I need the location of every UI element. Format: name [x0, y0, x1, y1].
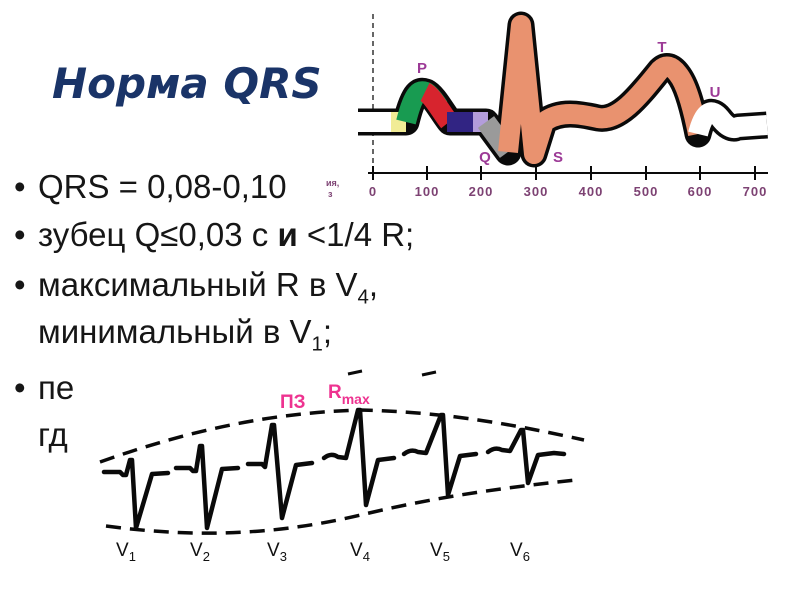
- qrs-complexes: [101, 407, 567, 531]
- bullet-text-max-r-post: ,: [368, 266, 379, 303]
- upper-envelope-dashed-line: [99, 408, 585, 464]
- axis-tick-700: 700: [743, 184, 768, 199]
- rmax-label: Rmax: [328, 382, 370, 407]
- ecg-wave-diagram: P Q S T U 0 100 200 300 400 500 600 700 …: [326, 11, 768, 199]
- bullet-text-max-r: максимальный R в V: [38, 266, 358, 303]
- lead-label-v5: V5: [430, 540, 450, 564]
- bullet-text-q-wave-post: <1/4 R;: [297, 216, 415, 253]
- axis-tick-500: 500: [634, 184, 659, 199]
- lead-label-v1: V1: [116, 540, 136, 564]
- bullet-text-truncated-2: гд: [38, 416, 68, 453]
- lower-envelope-dashed-line: [105, 478, 577, 535]
- p-wave-red-segment: [419, 83, 457, 129]
- qrs-complex-v5: [401, 412, 479, 498]
- page-title: Норма QRS: [52, 59, 322, 108]
- qrs-complex-v2: [173, 443, 241, 531]
- axis-label-fragment-bottom: з: [328, 189, 333, 199]
- cropped-text-remnants: [347, 369, 437, 377]
- axis-tick-300: 300: [524, 184, 549, 199]
- bullet-line-max-r: • максимальный R в V4,: [14, 265, 378, 318]
- bullet-text-q-wave-bold: и: [277, 216, 298, 253]
- bullet-text-min-r-post: ;: [322, 313, 333, 350]
- bullet-text-truncated-1: пе: [38, 369, 75, 406]
- bullet-line-q-wave: • зубец Q≤0,03 с и <1/4 R;: [14, 215, 414, 255]
- qrs-complex-v6: [485, 427, 567, 486]
- lead-labels: V1 V2 V3 V4 V5 V6: [116, 540, 530, 564]
- s-wave-label: S: [553, 149, 563, 166]
- lead-label-v3: V3: [267, 540, 287, 564]
- time-axis: 0 100 200 300 400 500 600 700 ия, з: [326, 166, 768, 199]
- bullet-marker: •: [14, 266, 26, 303]
- axis-tick-400: 400: [579, 184, 604, 199]
- bullet-marker: •: [14, 369, 26, 406]
- chest-leads-diagram: ПЗ Rmax V1 V2 V3 V4 V5 V6: [99, 369, 585, 564]
- qrs-complex-v4: [321, 407, 397, 508]
- qrs-complex-v3: [245, 422, 315, 521]
- axis-tick-600: 600: [688, 184, 713, 199]
- bullet-line-truncated-2: гд: [14, 415, 68, 455]
- lead-subscript: 1: [311, 332, 323, 356]
- t-wave-label: T: [657, 39, 666, 56]
- bullet-marker: •: [14, 216, 26, 253]
- axis-tick-200: 200: [469, 184, 494, 199]
- lead-label-v4: V4: [350, 540, 370, 564]
- axis-ticks: [372, 166, 756, 180]
- lead-label-v6: V6: [510, 540, 530, 564]
- bullet-line-truncated-1: • пе: [14, 368, 74, 408]
- q-wave-label: Q: [479, 149, 491, 166]
- p-wave-label: P: [417, 60, 427, 77]
- qrs-complex-v1: [101, 457, 171, 531]
- axis-tick-100: 100: [415, 184, 440, 199]
- u-wave-label: U: [710, 84, 721, 101]
- bullet-marker: •: [14, 168, 26, 205]
- u-wave-white-segment: [688, 102, 768, 138]
- bullet-text-min-r: минимальный в V: [38, 313, 312, 350]
- ecg-ribbon-segments: [358, 15, 768, 164]
- qrs-t-salmon-segment: [498, 15, 708, 164]
- bullet-line-qrs-duration: • QRS = 0,08-0,10: [14, 167, 287, 207]
- axis-label-fragment-top: ия,: [326, 178, 339, 188]
- bullet-line-min-r: минимальный в V1;: [14, 312, 332, 365]
- lead-label-v2: V2: [190, 540, 210, 564]
- bullet-text-qrs-duration: QRS = 0,08-0,10: [38, 168, 287, 205]
- lead-subscript: 4: [357, 285, 369, 309]
- axis-tick-0: 0: [369, 184, 377, 199]
- bullet-text-q-wave-pre: зубец Q≤0,03 с: [38, 216, 278, 253]
- transition-zone-label: ПЗ: [280, 392, 306, 413]
